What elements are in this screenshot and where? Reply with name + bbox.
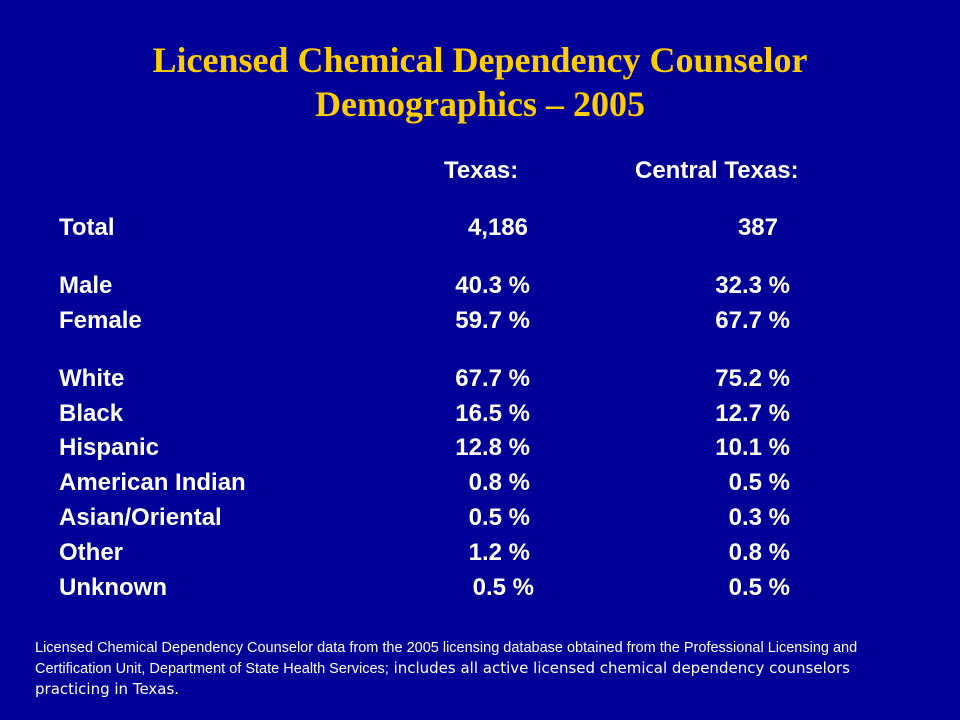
texas-value: 40.3 % <box>455 272 530 299</box>
footnote-source: Licensed Chemical Dependency Counselor d… <box>35 640 858 677</box>
texas-value: 1.2 % <box>468 539 530 566</box>
texas-value: 0.5 % <box>472 574 534 601</box>
row-label: Unknown <box>59 574 167 601</box>
central-texas-value: 387 <box>737 214 778 241</box>
row-label: Other <box>59 539 124 566</box>
table-row-black: Black 16.5 % 12.7 % <box>0 398 960 430</box>
central-texas-value: 0.8 % <box>728 539 790 566</box>
row-label: American Indian <box>59 469 246 496</box>
title-line-2: Demographics – 2005 <box>315 84 645 124</box>
row-label: Hispanic <box>59 434 160 461</box>
table-row-female: Female 59.7 % 67.7 % <box>0 305 960 337</box>
table-row-unknown: Unknown 0.5 % 0.5 % <box>0 572 960 604</box>
source-footnote: Licensed Chemical Dependency Counselor d… <box>35 638 915 700</box>
table-row-asian-oriental: Asian/Oriental 0.5 % 0.3 % <box>0 502 960 534</box>
table-row-male: Male 40.3 % 32.3 % <box>0 270 960 302</box>
central-texas-value: 32.3 % <box>715 272 790 299</box>
row-label: Total <box>59 214 115 241</box>
column-header-texas: Texas: <box>444 157 519 184</box>
row-label: Asian/Oriental <box>59 504 222 531</box>
slide-title: Licensed Chemical Dependency Counselor D… <box>0 38 960 126</box>
texas-value: 67.7 % <box>455 365 530 392</box>
central-texas-value: 10.1 % <box>715 434 790 461</box>
central-texas-value: 75.2 % <box>715 365 790 392</box>
texas-value: 4,186 <box>467 214 528 241</box>
table-row-american-indian: American Indian 0.8 % 0.5 % <box>0 467 960 499</box>
central-texas-value: 0.3 % <box>728 504 790 531</box>
central-texas-value: 0.5 % <box>728 574 790 601</box>
texas-value: 16.5 % <box>455 400 530 427</box>
row-label: Female <box>59 307 142 334</box>
row-label: White <box>59 365 125 392</box>
table-row-hispanic: Hispanic 12.8 % 10.1 % <box>0 432 960 464</box>
texas-value: 59.7 % <box>455 307 530 334</box>
central-texas-value: 0.5 % <box>728 469 790 496</box>
table-row-total: Total 4,186 387 <box>0 212 960 244</box>
title-line-1: Licensed Chemical Dependency Counselor <box>152 40 808 80</box>
table-row-white: White 67.7 % 75.2 % <box>0 363 960 395</box>
row-label: Black <box>59 400 124 427</box>
column-header-central-texas: Central Texas: <box>635 157 799 184</box>
row-label: Male <box>59 272 113 299</box>
texas-value: 12.8 % <box>455 434 530 461</box>
texas-value: 0.8 % <box>468 469 530 496</box>
central-texas-value: 67.7 % <box>715 307 790 334</box>
central-texas-value: 12.7 % <box>715 400 790 427</box>
table-row-other: Other 1.2 % 0.8 % <box>0 537 960 569</box>
texas-value: 0.5 % <box>468 504 530 531</box>
footnote-scope: includes all active licensed chemical de… <box>35 659 850 698</box>
